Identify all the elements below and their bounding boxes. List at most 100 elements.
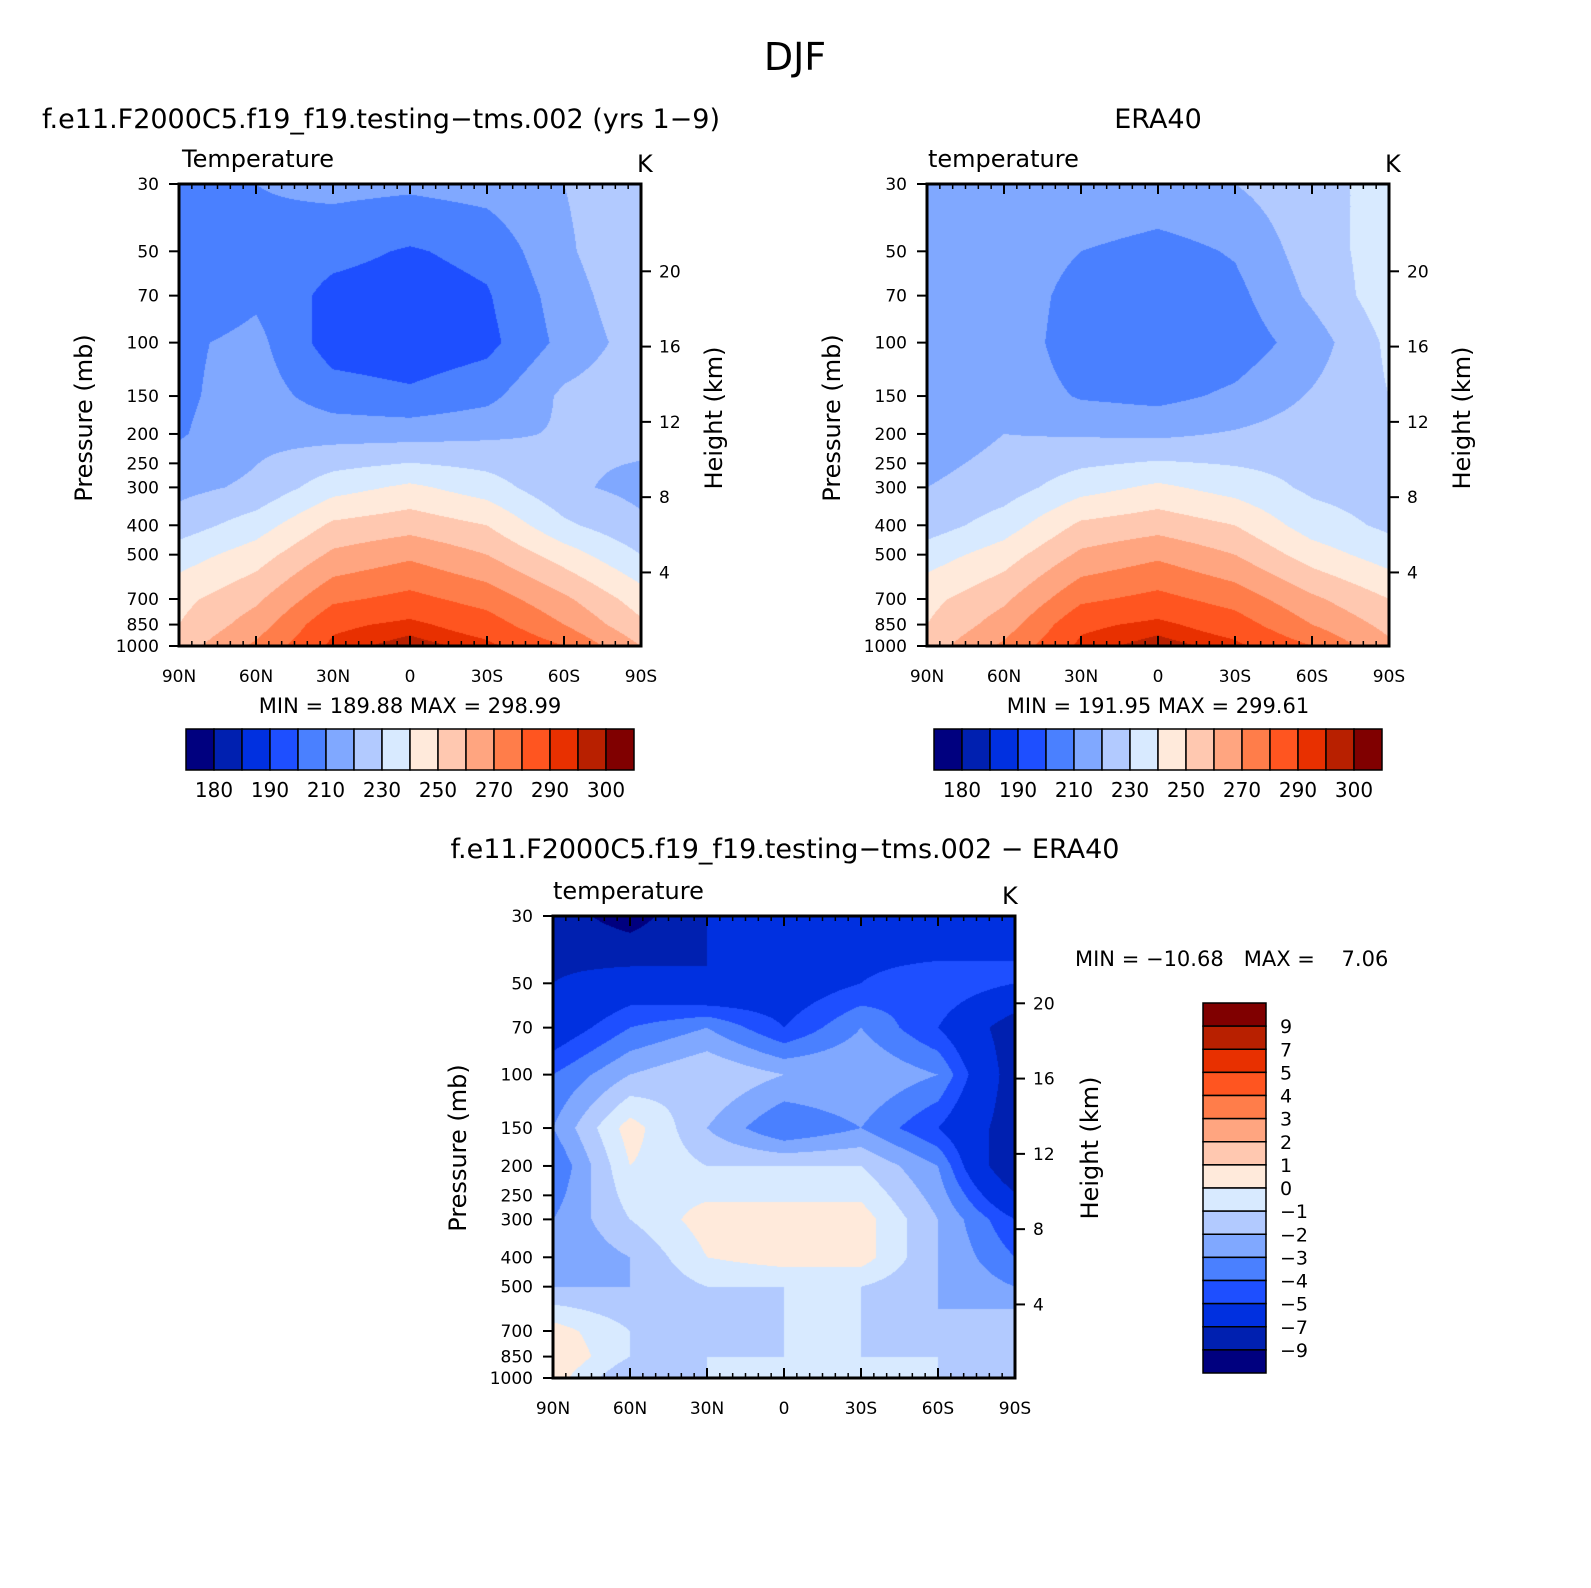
colorbar-swatch — [381, 728, 411, 771]
x-tick-label: 60N — [987, 667, 1021, 687]
colorbar-swatch — [1202, 1233, 1267, 1259]
y2-tick-label: 20 — [659, 262, 681, 282]
y-tick-label: 50 — [511, 974, 533, 994]
colorbar-swatch — [465, 728, 495, 771]
colorbar-swatch — [521, 728, 551, 771]
colorbar-label: 4 — [1280, 1086, 1292, 1108]
x-tick-label: 60S — [548, 667, 580, 687]
colorbar-swatch — [1202, 1279, 1267, 1305]
panel-obs-ylabel: Pressure (mb) — [818, 334, 846, 501]
colorbar-label: −1 — [1280, 1201, 1308, 1223]
y-tick-label: 850 — [127, 616, 159, 636]
panel-diff-title: f.e11.F2000C5.f19_f19.testing−tms.002 − … — [451, 834, 1120, 865]
x-tick-label: 0 — [405, 667, 416, 687]
colorbar-swatch — [1202, 1326, 1267, 1351]
colorbar-label: 230 — [1111, 778, 1149, 802]
x-tick-label: 30S — [471, 667, 503, 687]
x-tick-label: 90S — [625, 667, 657, 687]
colorbar-swatch — [1185, 728, 1215, 771]
colorbar-label: 180 — [195, 778, 233, 802]
x-tick-label: 0 — [779, 1399, 790, 1419]
colorbar-swatch — [1202, 1210, 1267, 1235]
colorbar-swatch — [1202, 1071, 1267, 1097]
colorbar-swatch — [1101, 728, 1131, 771]
y-tick-label: 150 — [875, 387, 907, 407]
colorbar-label: 300 — [1335, 778, 1373, 802]
colorbar-swatch — [353, 728, 383, 771]
colorbar-label: 210 — [307, 778, 345, 802]
x-tick-label: 30S — [1219, 667, 1251, 687]
colorbar-swatch — [1045, 728, 1075, 771]
x-tick-label: 60S — [922, 1399, 954, 1419]
colorbar-label: −2 — [1280, 1224, 1308, 1246]
colorbar-label: −5 — [1280, 1294, 1308, 1316]
colorbar-swatch — [1202, 1349, 1267, 1374]
colorbar-swatch — [493, 728, 523, 771]
colorbar-label: 3 — [1280, 1109, 1292, 1131]
colorbar-swatch — [1202, 1256, 1267, 1282]
y2-tick-label: 20 — [1033, 994, 1055, 1014]
colorbar-label: 190 — [251, 778, 289, 802]
y-tick-label: 1000 — [116, 637, 159, 657]
colorbar-label: 2 — [1280, 1132, 1292, 1154]
panel-model-ylabel2: Height (km) — [700, 347, 728, 490]
y-tick-label: 100 — [127, 334, 159, 354]
y2-tick-label: 4 — [1033, 1295, 1044, 1315]
y-tick-label: 850 — [875, 616, 907, 636]
colorbar-swatch — [213, 728, 243, 771]
y-tick-label: 500 — [501, 1278, 533, 1298]
x-tick-label: 30N — [316, 667, 350, 687]
colorbar-swatch — [1202, 1302, 1267, 1328]
y2-tick-label: 16 — [1033, 1070, 1055, 1090]
y-tick-label: 100 — [501, 1066, 533, 1086]
panel-obs-ylabel2: Height (km) — [1448, 347, 1476, 490]
colorbar-swatch — [409, 728, 439, 771]
panel-diff-variable: temperature — [553, 877, 704, 905]
y-tick-label: 150 — [501, 1119, 533, 1139]
colorbar-label: 230 — [363, 778, 401, 802]
y-tick-label: 200 — [127, 425, 159, 445]
colorbar-label: 290 — [1279, 778, 1317, 802]
colorbar-swatch — [1129, 728, 1159, 771]
x-tick-label: 0 — [1153, 667, 1164, 687]
colorbar-swatch — [185, 728, 215, 771]
y-tick-label: 250 — [501, 1186, 533, 1206]
y-tick-label: 700 — [875, 590, 907, 610]
y-tick-label: 70 — [511, 1019, 533, 1039]
panel-diff-ylabel2: Height (km) — [1076, 1077, 1104, 1220]
x-tick-label: 30N — [1064, 667, 1098, 687]
y-tick-label: 30 — [885, 175, 907, 195]
colorbar-swatch — [1353, 728, 1383, 771]
colorbar-swatch — [1325, 728, 1355, 771]
figure-title: DJF — [764, 35, 826, 79]
colorbar-swatch — [577, 728, 607, 771]
colorbar-swatch — [961, 728, 991, 771]
colorbar-swatch — [1202, 1187, 1267, 1212]
panel-diff-ylabel: Pressure (mb) — [444, 1064, 472, 1231]
x-tick-label: 60N — [613, 1399, 647, 1419]
panel-obs-plot: 90N 60N 30N 0 30S 60S 90S 30 50 70 100 150 200 250 300… — [864, 175, 1429, 687]
y-tick-label: 1000 — [864, 637, 907, 657]
y-tick-label: 200 — [501, 1157, 533, 1177]
panel-diff-plot: 90N 60N 30N 0 30S 60S 90S 30 50 70 100 150 200 250 300… — [490, 907, 1055, 1419]
y-tick-label: 700 — [127, 590, 159, 610]
x-tick-label: 30N — [690, 1399, 724, 1419]
colorbar-swatch — [1202, 1025, 1267, 1050]
colorbar-swatch — [325, 728, 355, 771]
colorbar-label: 210 — [1055, 778, 1093, 802]
colorbar-swatch — [1269, 728, 1299, 771]
x-tick-label: 30S — [845, 1399, 877, 1419]
colorbar-label: 250 — [1167, 778, 1205, 802]
colorbar-swatch — [1297, 728, 1327, 771]
panel-model-plot: 90N 60N 30N 0 30S 60S 90S 30 50 70 100 150 200 250 300… — [116, 175, 681, 687]
colorbar-swatch — [1202, 1141, 1267, 1166]
y2-tick-label: 12 — [1033, 1145, 1055, 1165]
y2-tick-label: 4 — [659, 563, 670, 583]
y-tick-label: 300 — [127, 478, 159, 498]
colorbar-swatch — [241, 728, 271, 771]
colorbar-label: 290 — [531, 778, 569, 802]
colorbar-label: 190 — [999, 778, 1037, 802]
panel-obs-variable: temperature — [928, 145, 1079, 173]
